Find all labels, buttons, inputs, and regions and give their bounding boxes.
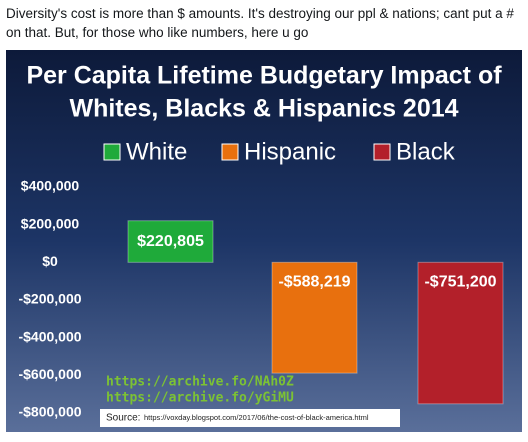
y-tick-label: -$800,000 xyxy=(18,404,81,420)
bar xyxy=(271,261,358,374)
archive-link: https://archive.fo/yGiMU xyxy=(106,391,294,406)
y-tick-label: $400,000 xyxy=(21,178,80,194)
y-tick-label: -$400,000 xyxy=(18,328,81,344)
y-tick-label: $0 xyxy=(42,253,58,269)
source-label: Source: xyxy=(106,413,140,424)
post-text: Diversity's cost is more than $ amounts.… xyxy=(6,6,514,40)
legend-swatch xyxy=(373,143,391,161)
source-background xyxy=(100,409,400,427)
value-label: -$751,200 xyxy=(424,274,496,291)
legend-label: Hispanic xyxy=(244,138,336,165)
bar xyxy=(417,261,504,405)
chart-title: Per Capita Lifetime Budgetary Impact of xyxy=(26,62,502,90)
legend-label: White xyxy=(126,138,187,165)
legend-swatch xyxy=(103,143,121,161)
chart-title: Whites, Blacks & Hispanics 2014 xyxy=(69,95,458,123)
bar xyxy=(127,220,214,263)
legend-label: Black xyxy=(396,138,456,165)
y-tick-label: -$600,000 xyxy=(18,366,81,382)
source-url: https://voxday.blogspot.com/2017/06/the-… xyxy=(144,413,369,422)
value-label: -$588,219 xyxy=(278,274,350,291)
y-tick-label: -$200,000 xyxy=(18,291,81,307)
archive-link: https://archive.fo/NAh0Z xyxy=(106,375,294,390)
y-tick-label: $200,000 xyxy=(21,215,80,231)
value-label: $220,805 xyxy=(137,233,204,250)
legend-swatch xyxy=(221,143,239,161)
